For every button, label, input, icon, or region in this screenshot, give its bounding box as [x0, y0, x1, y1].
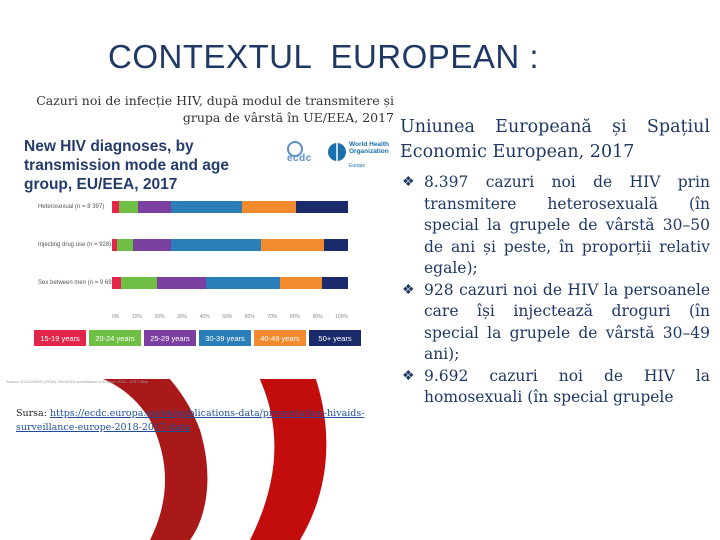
- diamond-bullet-icon: ❖: [402, 281, 415, 298]
- axis-tick-label: 30%: [177, 314, 188, 320]
- bullet-list: ❖ 8.397 cazuri noi de HIV prin transmiter…: [402, 172, 710, 409]
- region-heading: Uniunea Europeană și Spațiul Economic Eu…: [400, 115, 710, 165]
- legend-item: 15-19 years: [34, 330, 86, 346]
- bar-segment: [322, 277, 348, 289]
- bar-segment: [119, 201, 138, 213]
- stacked-bar: [112, 277, 348, 289]
- axis-tick-label: 70%: [267, 314, 278, 320]
- axis-tick-label: 20%: [154, 314, 165, 320]
- bar-segment: [206, 277, 280, 289]
- row-label: Heterosexual (n = 8 397): [38, 204, 105, 210]
- stacked-bar: [112, 239, 348, 251]
- who-emblem-icon: [328, 143, 346, 163]
- chart-footnote: Source: ECDC/WHO (2018). HIV/AIDS survei…: [6, 379, 148, 384]
- bar-segment: [121, 277, 157, 289]
- bar-segment: [170, 201, 242, 213]
- ecdc-logo-icon: [287, 141, 303, 157]
- hiv-chart-figure: New HIV diagnoses, by transmission mode …: [0, 131, 395, 384]
- bullet-item: ❖ 8.397 cazuri noi de HIV prin transmiter…: [402, 172, 710, 280]
- legend-item: 30-39 years: [199, 330, 251, 346]
- bar-segment: [260, 239, 325, 251]
- legend-item: 25-29 years: [144, 330, 196, 346]
- who-logo: World Health Organization Europe: [327, 139, 395, 173]
- x-axis-ticks: 0% 10% 20% 30% 40% 50% 60% 70% 80% 90% 100%: [112, 314, 348, 320]
- axis-tick-label: 80%: [289, 314, 300, 320]
- bar-segment: [112, 201, 120, 213]
- bar-segment: [137, 201, 171, 213]
- bullet-item: ❖ 9.692 cazuri noi de HIV la homosexuali …: [402, 366, 710, 409]
- bar-segment: [241, 201, 297, 213]
- region-heading-line1: Uniunea Europeană și Spațiul: [400, 117, 710, 137]
- bullet-text: 9.692 cazuri noi de HIV la homosexuali (…: [424, 366, 710, 407]
- axis-tick-label: 10%: [131, 314, 142, 320]
- axis-tick-label: 100%: [335, 314, 348, 320]
- bar-segment: [116, 239, 134, 251]
- axis-tick-label: 50%: [222, 314, 233, 320]
- chart-title: New HIV diagnoses, by transmission mode …: [24, 138, 229, 193]
- axis-tick-label: 60%: [244, 314, 255, 320]
- who-logo-subtext: Europe: [349, 163, 366, 169]
- axis-tick-label: 90%: [312, 314, 323, 320]
- stacked-bar: [112, 201, 348, 213]
- source-citation: Sursa: https://ecdc.europa.eu/en/publica…: [16, 407, 371, 435]
- bullet-item: ❖ 928 cazuri noi de HIV la persoanele car…: [402, 280, 710, 366]
- source-label: Sursa:: [16, 408, 50, 419]
- bar-segment: [296, 201, 348, 213]
- bar-segment: [324, 239, 348, 251]
- bar-segment: [112, 239, 117, 251]
- bullet-text: 8.397 cazuri noi de HIV prin transmitere…: [424, 173, 710, 277]
- ecdc-logo: ecdc: [283, 139, 325, 175]
- legend-item: 20-24 years: [89, 330, 141, 346]
- bullet-text: 928 cazuri noi de HIV la persoanele care…: [424, 280, 710, 364]
- bar-segment: [112, 277, 122, 289]
- figure-caption: Cazuri noi de infecție HIV, după modul d…: [36, 93, 394, 125]
- legend-item: 50+ years: [309, 330, 361, 346]
- diamond-bullet-icon: ❖: [402, 367, 415, 384]
- region-heading-line2: Economic European, 2017: [400, 142, 635, 162]
- source-link[interactable]: https://ecdc.europa.eu/en/publications-d…: [16, 408, 365, 433]
- legend-item: 40-49 years: [254, 330, 306, 346]
- bar-segment: [156, 277, 207, 289]
- who-logo-text: World Health Organization: [349, 141, 389, 155]
- axis-tick-label: 0%: [112, 314, 120, 320]
- axis-tick-label: 40%: [199, 314, 210, 320]
- chart-legend: 15-19 years 20-24 years 25-29 years 30-39 y…: [34, 330, 361, 346]
- row-label: Sex between men (n = 9 692): [38, 280, 117, 286]
- diamond-bullet-icon: ❖: [402, 174, 415, 190]
- bar-segment: [170, 239, 261, 251]
- bar-segment: [133, 239, 171, 251]
- ecdc-logo-text: ecdc: [287, 153, 312, 164]
- row-label: Injecting drug use (n = 928): [38, 242, 112, 248]
- bar-segment: [279, 277, 322, 289]
- slide-title: CONTEXTUL EUROPEAN :: [108, 38, 540, 75]
